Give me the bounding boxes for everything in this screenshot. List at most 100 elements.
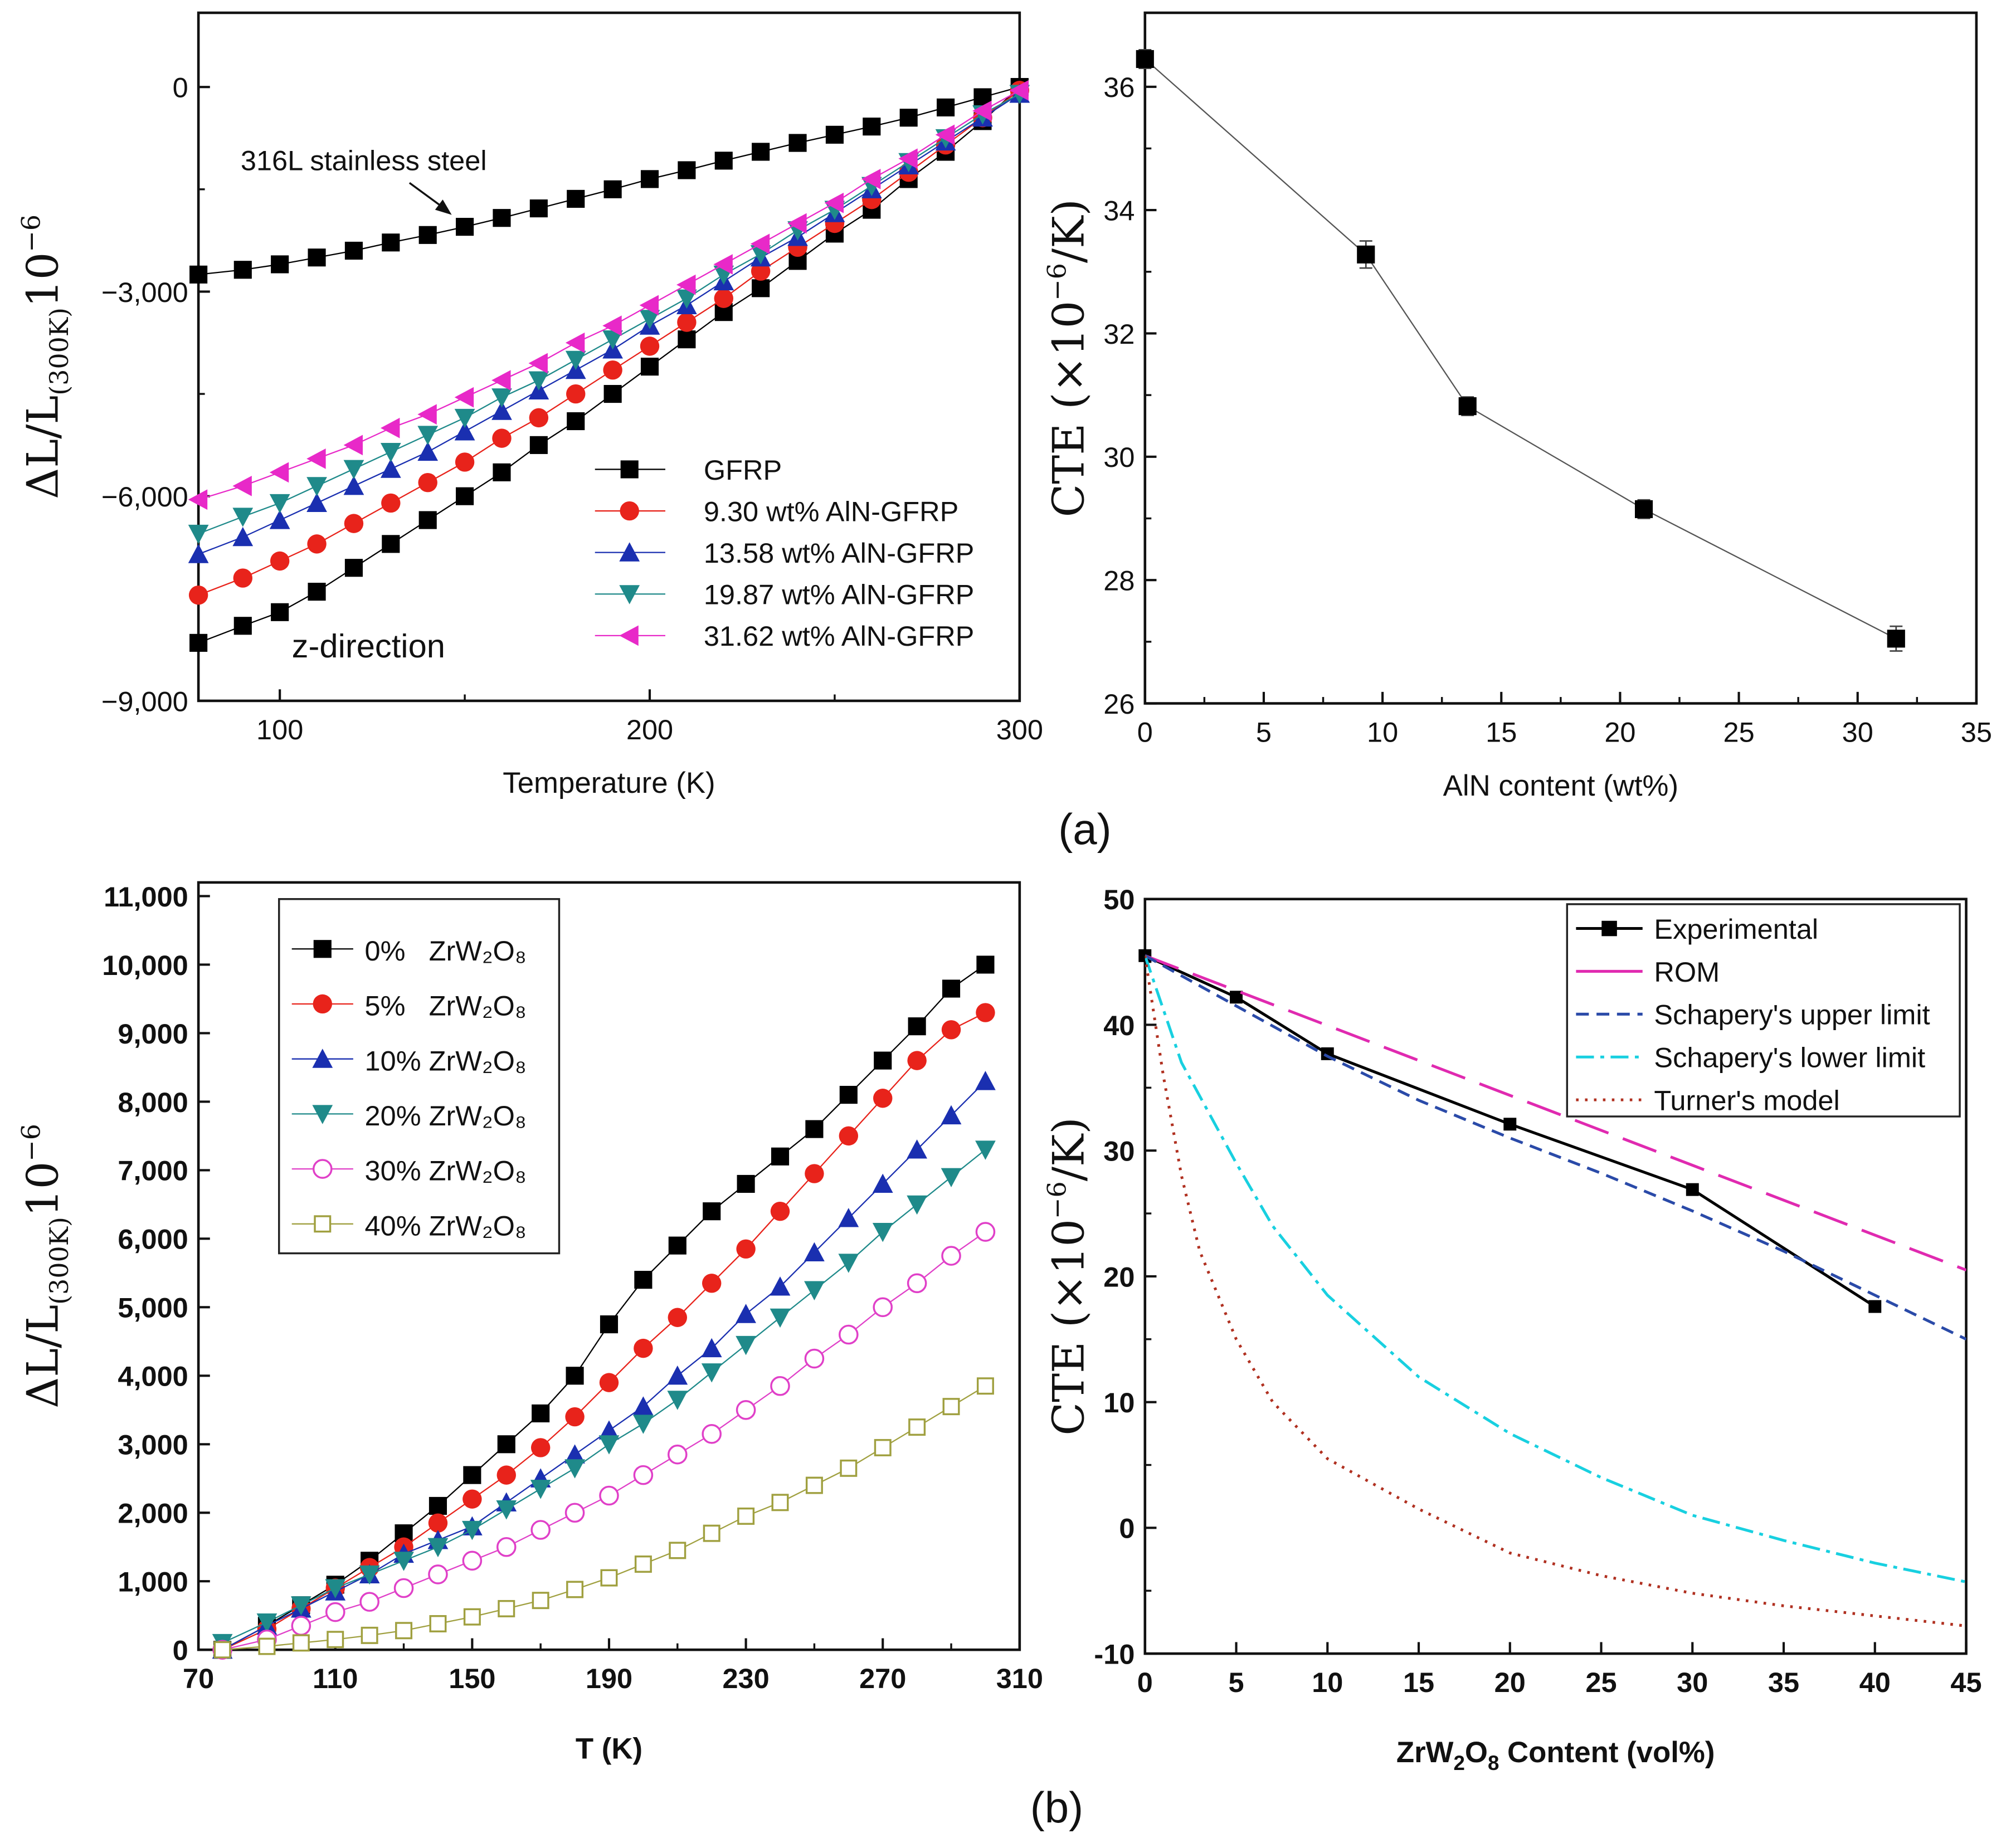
data-point [456, 487, 474, 505]
data-point [393, 1552, 414, 1571]
data-point [381, 493, 401, 513]
y-tick-label: 34 [1103, 194, 1135, 226]
x-tick-label: 20 [1494, 1666, 1526, 1698]
data-point [565, 350, 586, 370]
data-point [975, 1071, 996, 1090]
data-point [634, 1338, 653, 1358]
data-point [941, 1168, 962, 1188]
data-point [493, 463, 511, 481]
data-point [291, 1616, 311, 1636]
x-tick-label: 100 [256, 714, 303, 745]
data-point [496, 1537, 517, 1557]
legend-label: 13.58 wt% AlN-GFRP [704, 537, 975, 569]
data-point [839, 1086, 858, 1104]
y-tick-label: -10 [1094, 1638, 1135, 1670]
data-point [463, 1608, 481, 1626]
data-point [428, 1564, 448, 1584]
legend-marker [312, 1049, 333, 1068]
data-point [1357, 245, 1375, 264]
y-tick-label: 5,000 [118, 1292, 188, 1324]
data-point [269, 494, 290, 514]
x-tick-label: 0 [1137, 1666, 1153, 1698]
x-tick-label: 30 [1677, 1666, 1708, 1698]
data-point [714, 289, 733, 308]
chart-0: 100 200 300 −9,000 −6,000 −3,000 0 Temperature … [16, 11, 1043, 799]
data-point [677, 313, 697, 332]
data-point [306, 477, 327, 496]
x-tick-label: 190 [586, 1662, 632, 1694]
data-point [633, 1396, 654, 1416]
data-point [600, 1315, 619, 1334]
data-point [528, 353, 548, 374]
data-point [602, 330, 623, 350]
data-point [598, 1420, 620, 1440]
data-point [232, 508, 254, 527]
data-point [491, 401, 512, 420]
data-point [603, 360, 622, 380]
data-point [873, 1089, 893, 1108]
data-point [565, 332, 585, 353]
data-point [861, 169, 881, 189]
data-point [752, 143, 770, 161]
plot-frame [197, 11, 1021, 703]
legend-box [1566, 903, 1961, 1118]
series-line [1145, 954, 1966, 1341]
legend-label: ROM [1654, 956, 1720, 988]
data-point [429, 1496, 447, 1515]
data-point [530, 1438, 551, 1457]
data-point [530, 1480, 551, 1499]
series-line [1145, 954, 1966, 1271]
x-axis-title-part: ZrW [1396, 1736, 1454, 1769]
series-line [1145, 954, 1876, 1308]
data-point [566, 1581, 584, 1598]
chart-1: 0 5 10 15 20 25 30 35 26 28 30 32 34 36 AlN content (w… [1041, 11, 1992, 802]
data-point [788, 134, 807, 152]
data-point [668, 1308, 688, 1327]
x-tick-label: 25 [1723, 716, 1754, 748]
x-axis-title: AlN content (wt%) [1443, 769, 1678, 802]
data-point [1230, 991, 1243, 1004]
data-point [1503, 1118, 1517, 1131]
y-tick-label: 9,000 [118, 1018, 188, 1050]
y-tick-label: 0 [1119, 1513, 1135, 1544]
data-point [417, 426, 439, 445]
data-point [213, 1641, 231, 1659]
data-point [188, 489, 208, 510]
data-point [308, 582, 326, 601]
data-point [770, 1276, 791, 1296]
data-point [393, 1578, 414, 1598]
data-point [667, 1365, 688, 1385]
data-point [804, 1348, 825, 1369]
data-point [344, 514, 364, 533]
data-point [668, 1444, 688, 1465]
data-point [633, 1415, 654, 1434]
y-title-sup: −6 [16, 1124, 46, 1162]
x-tick-label: 5 [1228, 1666, 1244, 1698]
data-point [427, 1538, 449, 1558]
y-tick-label: 7,000 [118, 1155, 188, 1187]
data-point [418, 511, 437, 529]
y-tick-label: −9,000 [101, 685, 188, 717]
x-tick-label: 45 [1950, 1666, 1981, 1698]
series-cte [1136, 48, 1905, 652]
legend-marker [620, 501, 639, 521]
y-title-main: CTE (×10 [1044, 1219, 1094, 1436]
data-point [824, 192, 844, 213]
data-point [640, 170, 659, 188]
data-point [344, 241, 363, 260]
data-point [1634, 500, 1653, 518]
data-point [395, 1622, 413, 1640]
data-point [567, 412, 585, 431]
data-point [462, 1489, 482, 1509]
legend-label: 40% ZrW₂O₈ [365, 1210, 527, 1241]
data-point [639, 295, 659, 316]
legend-marker [619, 542, 640, 562]
data-point [976, 1003, 995, 1022]
data-point [566, 384, 586, 404]
y-tick-label: 11,000 [104, 881, 188, 913]
data-point [898, 148, 918, 169]
series-30-zrw-o- [212, 1222, 996, 1660]
data-point [737, 1507, 755, 1525]
y-tick-label: 1,000 [118, 1566, 188, 1598]
data-point [269, 462, 289, 483]
